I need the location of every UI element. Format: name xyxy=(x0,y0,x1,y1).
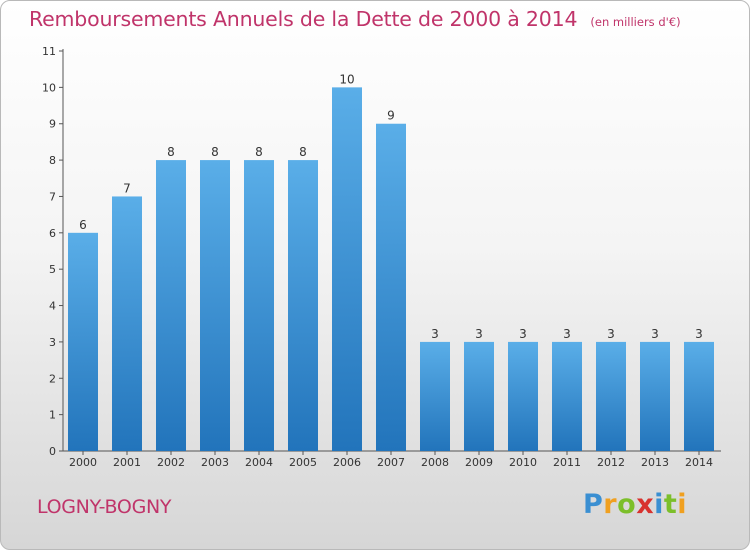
y-tick-label: 9 xyxy=(49,118,56,131)
x-tick-label: 2008 xyxy=(421,456,449,469)
data-label: 3 xyxy=(475,327,483,341)
y-tick-label: 6 xyxy=(49,227,56,240)
bar xyxy=(596,341,626,451)
y-tick-label: 2 xyxy=(49,372,56,385)
bar xyxy=(420,341,450,451)
x-tick-label: 2002 xyxy=(157,456,185,469)
x-tick-label: 2004 xyxy=(245,456,273,469)
bar xyxy=(68,232,98,451)
x-tick-label: 2009 xyxy=(465,456,493,469)
y-tick-label: 3 xyxy=(49,336,56,349)
logo-letter: r xyxy=(603,489,618,520)
y-tick-label: 4 xyxy=(49,300,56,313)
data-label: 3 xyxy=(431,327,439,341)
data-label: 3 xyxy=(695,327,703,341)
bar xyxy=(376,123,406,452)
y-tick-label: 0 xyxy=(49,445,56,458)
data-label: 7 xyxy=(123,181,131,195)
data-label: 3 xyxy=(563,327,571,341)
bar xyxy=(156,160,186,451)
bar xyxy=(508,341,538,451)
bar xyxy=(244,160,274,451)
logo-letter: t xyxy=(663,489,678,520)
chart-bars xyxy=(68,87,714,452)
data-label: 8 xyxy=(299,145,307,159)
y-tick-label: 1 xyxy=(49,409,56,422)
y-tick-label: 7 xyxy=(49,190,56,203)
x-tick-label: 2007 xyxy=(377,456,405,469)
data-label: 8 xyxy=(167,145,175,159)
x-tick-label: 2000 xyxy=(69,456,97,469)
data-label: 8 xyxy=(255,145,263,159)
data-label: 3 xyxy=(607,327,615,341)
chart-title: Remboursements Annuels de la Dette de 20… xyxy=(29,7,578,31)
commune-name: LOGNY-BOGNY xyxy=(37,496,172,518)
x-tick-label: 2013 xyxy=(641,456,669,469)
x-tick-label: 2012 xyxy=(597,456,625,469)
proxiti-logo: Proxiti xyxy=(583,489,687,520)
x-tick-label: 2006 xyxy=(333,456,361,469)
data-label: 10 xyxy=(339,72,354,86)
data-label: 8 xyxy=(211,145,219,159)
x-tick-label: 2014 xyxy=(685,456,713,469)
y-tick-label: 10 xyxy=(42,81,56,94)
bar xyxy=(112,196,142,451)
bar xyxy=(288,160,318,451)
y-tick-label: 8 xyxy=(49,154,56,167)
y-tick-label: 11 xyxy=(42,45,56,58)
data-label: 3 xyxy=(519,327,527,341)
logo-letter: i xyxy=(677,489,688,520)
data-label: 6 xyxy=(79,218,87,232)
chart-unit-note: (en milliers d'€) xyxy=(590,15,681,29)
data-label: 3 xyxy=(651,327,659,341)
chart-title-row: Remboursements Annuels de la Dette de 20… xyxy=(29,7,681,31)
x-tick-label: 2001 xyxy=(113,456,141,469)
bar xyxy=(332,87,362,451)
chart-labels: 2000 6 2001 7 2002 8 2003 8 2004 8 2005 8 2006 10 2007… xyxy=(69,72,713,469)
logo-letter: i xyxy=(654,489,664,520)
x-tick-label: 2011 xyxy=(553,456,581,469)
bar xyxy=(552,341,582,451)
y-tick-label: 5 xyxy=(49,263,56,276)
bar xyxy=(684,341,714,451)
logo-letter: P xyxy=(583,489,604,520)
x-tick-label: 2003 xyxy=(201,456,229,469)
bar xyxy=(200,160,230,451)
bar xyxy=(464,341,494,451)
logo-letter: x xyxy=(636,489,655,520)
x-tick-label: 2005 xyxy=(289,456,317,469)
data-label: 9 xyxy=(387,109,395,123)
bar xyxy=(640,341,670,451)
logo-letter: o xyxy=(617,489,637,520)
x-tick-label: 2010 xyxy=(509,456,537,469)
